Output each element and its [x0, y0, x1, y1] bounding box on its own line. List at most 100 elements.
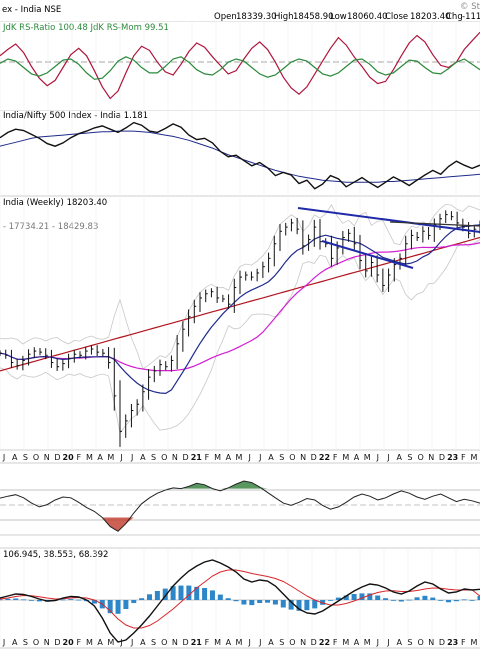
macd-hist-bar	[13, 598, 19, 600]
macd-line	[0, 559, 480, 643]
open-value: 18339.30	[236, 12, 277, 22]
macd-hist-bar	[257, 600, 263, 603]
month-label: A	[226, 638, 232, 647]
lower-trendline	[321, 240, 414, 269]
month-label: N	[300, 453, 306, 462]
macd-hist-bar	[477, 595, 480, 600]
low-label: Low	[330, 12, 347, 22]
month-label: F	[76, 453, 81, 462]
month-label: M	[107, 638, 114, 647]
macd-hist-bar	[406, 599, 412, 601]
macd-hist-bar	[60, 599, 66, 601]
jdk-panel: JdK RS-Ratio 100.48 JdK RS-Mom 99.51	[0, 22, 480, 110]
month-label: N	[44, 638, 50, 647]
month-label: M	[342, 638, 349, 647]
macd-hist-bar	[375, 595, 381, 600]
close-label: Close	[385, 12, 408, 22]
month-label: M	[364, 453, 371, 462]
macd-hist-bar	[68, 599, 74, 600]
relative-strength-panel: India/Nifty 500 Index - India 1.181	[0, 110, 480, 196]
month-label: A	[140, 638, 146, 647]
month-label: A	[354, 638, 360, 647]
macd-hist-bar	[194, 586, 200, 600]
month-label: J	[376, 453, 379, 462]
month-label: 22	[319, 453, 330, 462]
month-label: J	[258, 453, 261, 462]
low-value: 18060.40	[347, 12, 388, 22]
chart-header: ex - India NSE Open 18339.30 High 18458.…	[2, 2, 480, 22]
month-label: F	[461, 453, 466, 462]
macd-hist-bar	[320, 600, 326, 605]
month-label: D	[54, 638, 60, 647]
month-label: J	[130, 453, 133, 462]
month-label: N	[428, 638, 434, 647]
month-label: F	[461, 638, 466, 647]
month-label: O	[33, 453, 39, 462]
month-label: M	[236, 638, 243, 647]
macd-hist-bar	[461, 599, 467, 601]
month-label: M	[86, 453, 93, 462]
macd-hist-bar	[91, 600, 97, 604]
macd-hist-bar	[469, 600, 475, 601]
macd-hist-bar	[422, 595, 428, 600]
macd-hist-bar	[335, 597, 341, 600]
month-label: O	[161, 453, 167, 462]
macd-hist-bar	[446, 600, 452, 603]
month-label: 23	[447, 453, 458, 462]
macd-hist-bar	[414, 597, 420, 600]
month-label: A	[12, 638, 18, 647]
macd-hist-bar	[351, 594, 357, 600]
kst-line	[0, 480, 480, 532]
macd-hist-bar	[272, 600, 278, 605]
macd-hist-bar	[453, 600, 459, 602]
macd-hist-bar	[28, 600, 34, 601]
month-label: J	[376, 638, 379, 647]
kst-negative-fill	[102, 517, 134, 532]
month-label: O	[33, 638, 39, 647]
macd-hist-bar	[0, 599, 3, 601]
month-label: F	[333, 453, 338, 462]
month-label: O	[417, 638, 423, 647]
jdk-legend: JdK RS-Ratio 100.48 JdK RS-Mom 99.51	[2, 23, 169, 33]
macd-hist-bar	[383, 598, 389, 600]
bollinger-legend: - 17734.21 - 18429.83	[3, 222, 98, 232]
price-bars	[0, 210, 480, 447]
month-label: M	[364, 638, 371, 647]
month-label: J	[2, 638, 5, 647]
macd-hist-bar	[209, 590, 215, 600]
macd-hist-bar	[217, 594, 223, 600]
month-label: M	[342, 453, 349, 462]
macd-hist-bar	[390, 600, 396, 601]
macd-hist-bar	[139, 598, 145, 600]
month-label: D	[311, 638, 317, 647]
open-label: Open	[214, 12, 237, 22]
month-label: J	[2, 453, 5, 462]
macd-hist-bar	[430, 597, 436, 600]
month-label: N	[300, 638, 306, 647]
macd-hist-bar	[36, 600, 42, 602]
month-label: N	[428, 453, 434, 462]
price-legend: India (Weekly) 18203.40	[3, 198, 107, 208]
month-label: A	[396, 453, 402, 462]
chg-label: Chg	[446, 12, 463, 22]
month-label: A	[97, 453, 103, 462]
month-label: S	[23, 453, 28, 462]
bollinger-lower	[0, 239, 480, 434]
macd-hist-bar	[241, 600, 247, 605]
macd-panel: 106.945, 38.553, 68.392 J A S O N D 20 F M A M J J A S…	[0, 548, 480, 648]
month-label: J	[386, 638, 389, 647]
month-label: O	[161, 638, 167, 647]
macd-hist-bar	[225, 598, 231, 600]
month-label: D	[311, 453, 317, 462]
macd-hist-bar	[131, 600, 137, 603]
macd-hist-bar	[76, 599, 82, 601]
month-label: O	[289, 453, 295, 462]
month-label: F	[205, 453, 210, 462]
macd-hist-bar	[280, 600, 286, 608]
month-label: J	[386, 453, 389, 462]
month-label: J	[248, 453, 251, 462]
macd-hist-bar	[367, 593, 373, 600]
macd-hist-bar	[21, 599, 27, 601]
chg-value: -111	[462, 12, 480, 22]
